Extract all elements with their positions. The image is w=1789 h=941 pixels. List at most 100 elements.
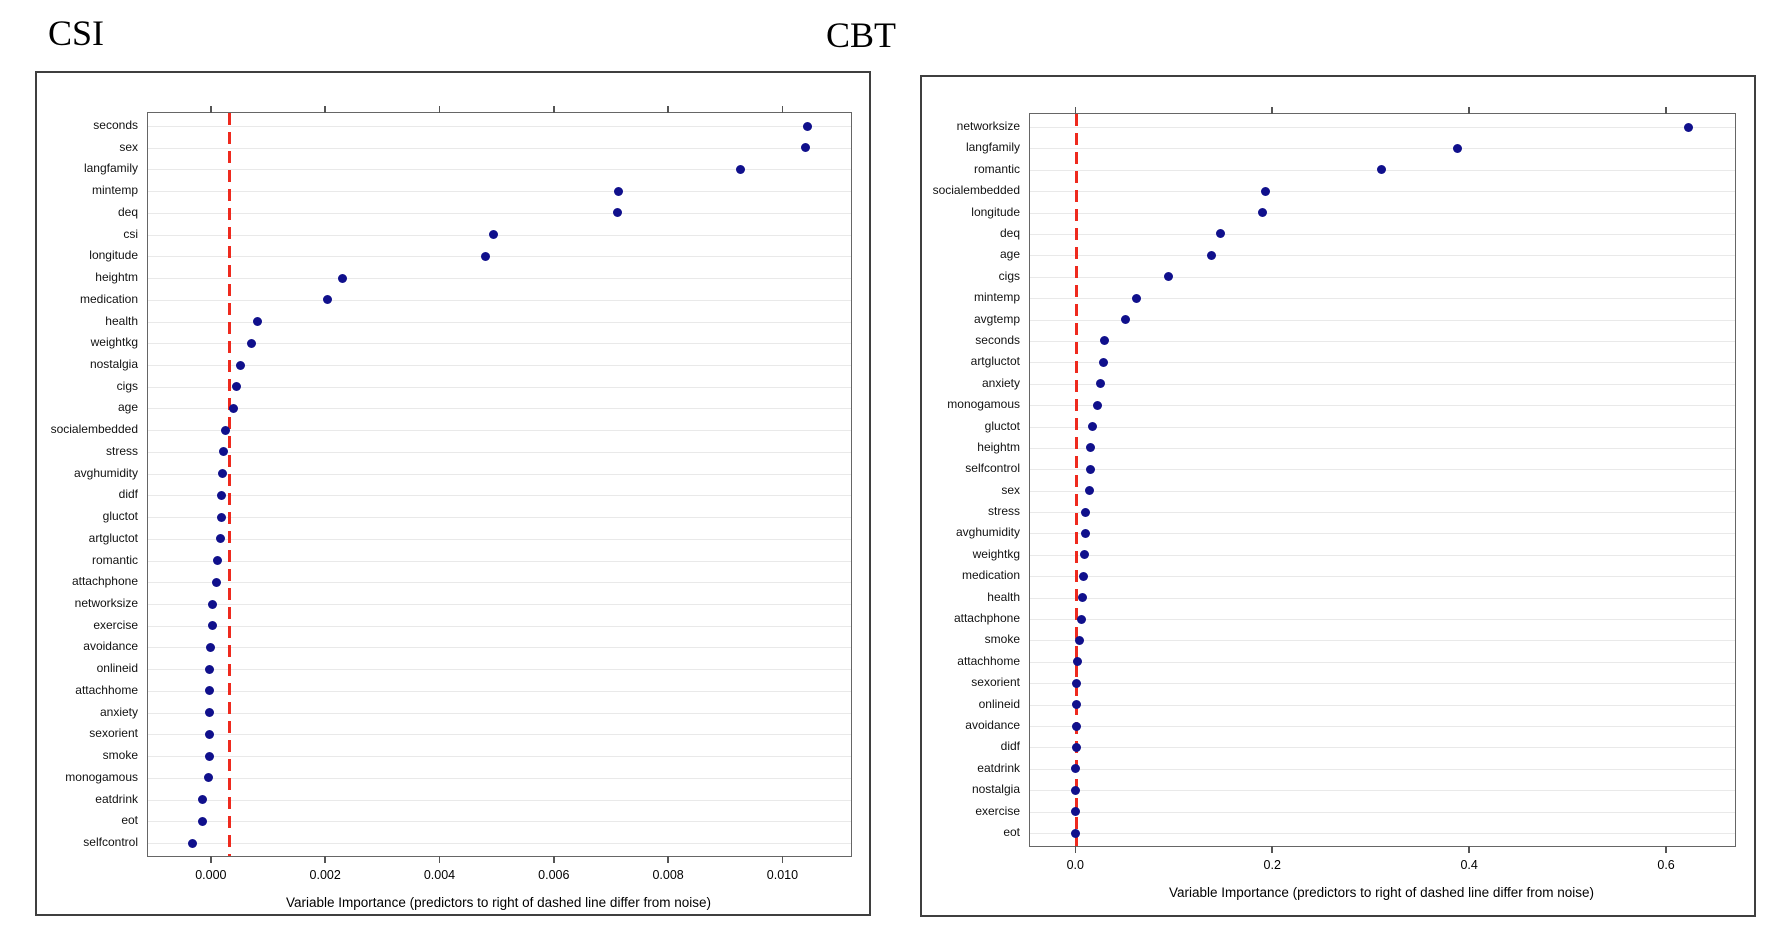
data-point-networksize — [208, 599, 218, 609]
y-axis-label-sex: sex — [1001, 482, 1020, 497]
gridline — [148, 712, 851, 714]
data-point-sex — [800, 143, 810, 153]
y-axis-label-didf: didf — [1000, 739, 1020, 754]
y-axis-label-socialembedded: socialembedded — [932, 183, 1020, 198]
y-axis-label-eatdrink: eatdrink — [977, 760, 1020, 775]
gridline — [1030, 619, 1735, 621]
gridline — [148, 365, 851, 366]
x-tick-label: 0.000 — [195, 868, 227, 882]
x-axis-tick-top — [667, 106, 669, 113]
data-point-attachphone — [1076, 614, 1086, 624]
gridline — [1030, 426, 1735, 428]
data-point-networksize — [1684, 122, 1694, 132]
data-point-mintemp — [1131, 293, 1141, 303]
y-axis-label-smoke: smoke — [102, 748, 138, 763]
y-axis-label-weightkg: weightkg — [90, 335, 138, 350]
gridline — [1030, 640, 1735, 642]
data-point-cigs — [1164, 272, 1174, 282]
data-point-didf — [217, 490, 227, 500]
y-axis-label-weightkg: weightkg — [972, 546, 1020, 561]
gridline — [148, 690, 851, 692]
y-axis-label-stress: stress — [987, 504, 1020, 519]
gridline — [148, 625, 851, 627]
gridline — [1030, 405, 1735, 407]
gridline — [1030, 661, 1735, 663]
gridline — [1030, 768, 1735, 770]
data-point-artgluctot — [216, 534, 226, 544]
y-axis-label-mintemp: mintemp — [973, 290, 1020, 305]
gridline — [148, 495, 851, 497]
gridline — [148, 582, 851, 584]
y-axis-label-age: age — [999, 247, 1020, 262]
data-point-selfcontrol — [1085, 464, 1095, 474]
x-axis-tick — [781, 856, 784, 863]
y-axis-label-sexorient: sexorient — [89, 726, 138, 741]
gridline — [1030, 512, 1735, 514]
cbt-plot-area: 0.0 0.2 0.4 0.6 — [1029, 107, 1736, 872]
gridline — [1030, 362, 1735, 364]
data-point-seconds — [803, 121, 813, 131]
y-axis-label-artgluctot: artgluctot — [970, 354, 1020, 369]
x-tick-label: 0.4 — [1460, 858, 1478, 872]
gridline — [1030, 811, 1735, 813]
data-point-medication — [1078, 571, 1088, 581]
y-axis-label-nostalgia: nostalgia — [89, 357, 138, 371]
y-axis-label-deq: deq — [999, 225, 1020, 240]
data-point-exercise — [1070, 807, 1080, 817]
data-point-smoke — [1074, 635, 1084, 645]
y-axis-label-smoke: smoke — [984, 632, 1020, 647]
data-point-longitude — [481, 251, 491, 261]
y-axis-label-sex: sex — [119, 139, 138, 154]
gridline — [1030, 790, 1735, 792]
y-axis-label-anxiety: anxiety — [99, 704, 138, 719]
y-axis-label-avgtemp: avgtemp — [973, 311, 1020, 326]
y-axis-label-anxiety: anxiety — [981, 375, 1020, 390]
data-point-monogamous — [203, 773, 213, 783]
data-point-avoidance — [206, 642, 216, 652]
data-point-attachhome — [1072, 657, 1082, 667]
x-axis-tick — [553, 856, 555, 863]
data-point-medication — [322, 295, 332, 305]
y-axis-label-eatdrink: eatdrink — [95, 791, 138, 806]
data-point-eot — [1070, 828, 1080, 838]
gridline — [1030, 533, 1735, 535]
gridline — [148, 126, 851, 127]
data-point-didf — [1071, 742, 1081, 752]
y-axis-label-romantic: romantic — [973, 161, 1020, 176]
data-point-avoidance — [1071, 721, 1081, 731]
gridline — [148, 669, 851, 671]
data-point-longitude — [1257, 208, 1267, 218]
gridline — [1030, 576, 1735, 578]
y-axis-label-cigs: cigs — [116, 378, 138, 393]
cbt-figure-box: 0.0 0.2 0.4 0.6 networksize langfamily romant… — [920, 75, 1756, 917]
data-point-socialembedded — [221, 425, 231, 435]
gridline — [148, 560, 851, 562]
x-axis-tick — [1665, 846, 1667, 853]
x-axis-tick-top — [553, 106, 555, 113]
y-axis-label-avoidance: avoidance — [83, 639, 138, 654]
data-point-deq — [1215, 229, 1225, 239]
csi-figure-box: 0.000 0.002 0.004 0.006 0.008 0.010 seconds se… — [35, 71, 871, 916]
y-axis-label-medication: medication — [961, 568, 1020, 583]
y-axis-label-attachhome: attachhome — [957, 653, 1020, 668]
gridline — [148, 517, 851, 519]
gridline — [148, 538, 851, 540]
gridline — [148, 299, 851, 301]
gridline — [148, 343, 851, 345]
gridline — [1030, 833, 1735, 834]
gridline — [148, 430, 851, 432]
x-axis-tick — [438, 856, 441, 863]
data-point-exercise — [207, 621, 217, 631]
y-axis-label-onlineid: onlineid — [96, 661, 138, 676]
x-axis-tick — [1271, 846, 1273, 853]
gridline — [1030, 554, 1735, 556]
data-point-age — [229, 403, 239, 413]
x-tick-label: 0.006 — [538, 868, 570, 882]
y-axis-label-exercise: exercise — [975, 803, 1020, 818]
y-axis-label-heightm: heightm — [95, 270, 138, 285]
data-point-eot — [197, 816, 207, 826]
gridline — [148, 408, 851, 410]
data-point-langfamily — [1452, 143, 1462, 153]
y-axis-label-onlineid: onlineid — [978, 696, 1020, 711]
data-point-nostalgia — [1070, 785, 1080, 795]
